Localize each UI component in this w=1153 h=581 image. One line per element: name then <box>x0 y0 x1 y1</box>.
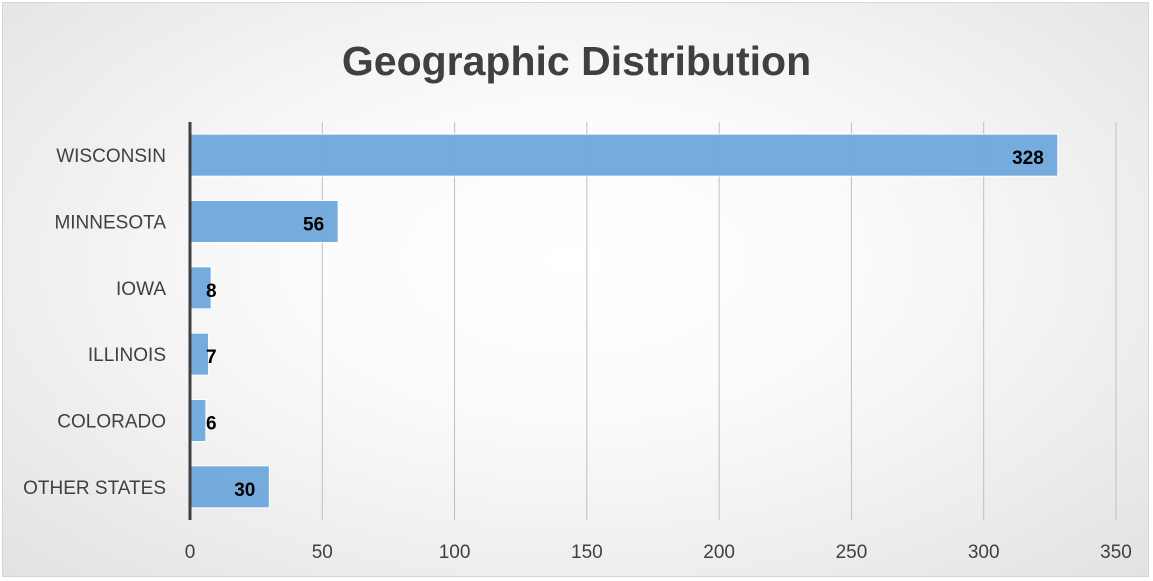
data-label: 30 <box>234 480 255 501</box>
category-label: COLORADO <box>57 412 166 433</box>
x-tick-label: 300 <box>968 542 1000 563</box>
chart-title: Geographic Distribution <box>341 38 812 84</box>
x-tick-label: 250 <box>836 542 868 563</box>
x-tick-label: 50 <box>312 542 333 563</box>
category-label: IOWA <box>116 279 166 300</box>
category-label: WISCONSIN <box>56 146 166 167</box>
category-label: ILLINOIS <box>88 345 166 366</box>
x-tick-label: 100 <box>439 542 471 563</box>
bar <box>189 133 1059 177</box>
x-tick-label: 150 <box>571 542 603 563</box>
data-label: 328 <box>1012 148 1044 169</box>
x-tick-label: 200 <box>703 542 735 563</box>
x-tick-label: 0 <box>185 542 196 563</box>
x-tick-label: 350 <box>1100 542 1132 563</box>
data-label: 6 <box>206 414 217 435</box>
data-label: 8 <box>206 281 217 302</box>
data-label: 56 <box>303 215 324 236</box>
category-label: OTHER STATES <box>23 478 166 499</box>
bar <box>189 465 270 509</box>
category-label: MINNESOTA <box>54 213 166 234</box>
bar <box>189 399 207 442</box>
data-label: 7 <box>206 347 217 368</box>
